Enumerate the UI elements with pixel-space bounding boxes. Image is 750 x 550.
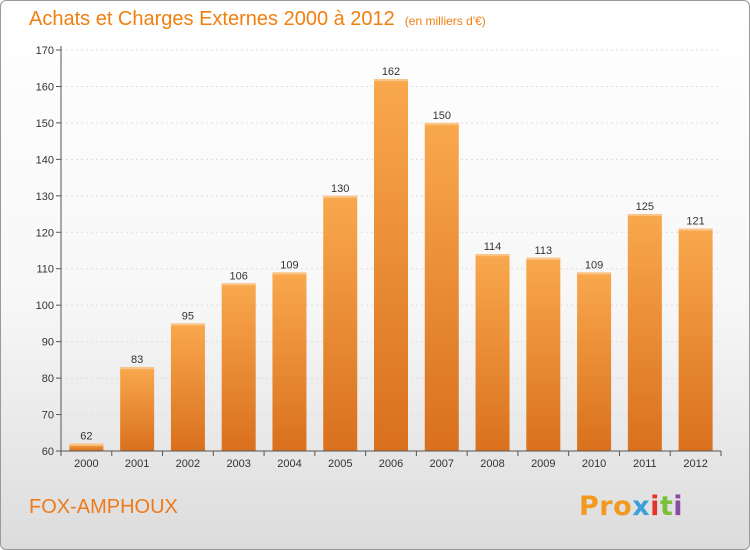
value-label: 150 [433, 110, 451, 122]
value-label: 114 [484, 241, 502, 253]
bar [526, 257, 561, 451]
value-label: 162 [382, 66, 400, 78]
bar-highlight [69, 443, 104, 446]
y-tick-label: 140 [36, 154, 54, 166]
bar [424, 122, 459, 451]
x-tick-label: 2000 [74, 458, 98, 470]
logo-letter: P [579, 491, 600, 522]
value-label: 62 [80, 431, 92, 443]
bar [374, 79, 408, 451]
value-label: 109 [280, 259, 298, 271]
bar-highlight [272, 272, 307, 275]
value-label: 95 [182, 310, 194, 322]
y-tick-label: 80 [42, 373, 54, 385]
bar [678, 228, 713, 451]
y-tick-label: 70 [42, 410, 54, 422]
bar-highlight [170, 323, 205, 326]
bar [577, 272, 612, 451]
logo-letter: r [599, 491, 614, 522]
value-label: 130 [331, 183, 349, 195]
bar [69, 443, 104, 451]
chart-subtitle: (en milliers d'€) [404, 14, 486, 28]
logo-letter: t [659, 491, 674, 522]
bar-highlight [120, 367, 155, 370]
logo-letter: i [650, 491, 660, 522]
value-label: 125 [636, 201, 654, 213]
logo-letter: i [673, 491, 684, 522]
y-tick-label: 130 [36, 191, 54, 203]
y-tick-label: 60 [42, 446, 54, 458]
value-label: 113 [535, 245, 553, 257]
x-tick-label: 2002 [176, 458, 200, 470]
bar [272, 272, 307, 451]
x-tick-label: 2005 [328, 458, 352, 470]
chart-title-text: Achats et Charges Externes 2000 à 2012 [29, 8, 395, 30]
y-tick-label: 90 [42, 337, 54, 349]
x-tick-label: 2004 [277, 458, 301, 470]
y-tick-label: 160 [36, 81, 54, 93]
bar-highlight [475, 254, 510, 257]
logo-letter: x [632, 491, 651, 522]
x-tick-label: 2001 [125, 458, 149, 470]
x-tick-label: 2009 [531, 458, 555, 470]
bar-highlight [221, 283, 256, 286]
bar-highlight [526, 257, 561, 260]
bar-highlight [627, 214, 662, 217]
y-tick-label: 100 [36, 300, 54, 312]
bar [120, 367, 155, 451]
bars: 62 83 95 106 109 130 162 150 114 113 109 125 121 [69, 66, 713, 451]
x-tick-label: 2010 [582, 458, 606, 470]
chart-title: Achats et Charges Externes 2000 à 2012 (e… [29, 8, 486, 31]
x-tick-label: 2003 [226, 458, 250, 470]
bar [323, 195, 358, 451]
y-tick-label: 120 [36, 227, 54, 239]
bar-highlight [678, 228, 713, 231]
y-tick-label: 110 [36, 264, 54, 276]
bar-highlight [577, 272, 612, 275]
bar [221, 283, 256, 451]
x-tick-label: 2006 [379, 458, 403, 470]
logo-letter: o [613, 491, 633, 522]
value-label: 109 [585, 259, 603, 271]
bar [475, 254, 510, 451]
bar-highlight [424, 122, 459, 125]
y-tick-label: 170 [36, 45, 54, 57]
x-tick-label: 2011 [633, 458, 657, 470]
bar [627, 214, 662, 451]
bar-highlight [323, 195, 358, 198]
x-tick-label: 2012 [683, 458, 707, 470]
x-tick-label: 2007 [430, 458, 454, 470]
bar-highlight [374, 79, 408, 82]
value-label: 121 [686, 216, 704, 228]
proxiti-logo: Proxiti [579, 491, 683, 522]
y-tick-label: 150 [36, 118, 54, 130]
bar [170, 323, 205, 451]
commune-name: FOX-AMPHOUX [29, 496, 178, 518]
x-tick-label: 2008 [480, 458, 504, 470]
axes: 60 70 80 90 100 110 120 130 140 150 160 170 2000 2001… [36, 45, 722, 470]
value-label: 83 [131, 354, 143, 366]
value-label: 106 [230, 270, 248, 282]
